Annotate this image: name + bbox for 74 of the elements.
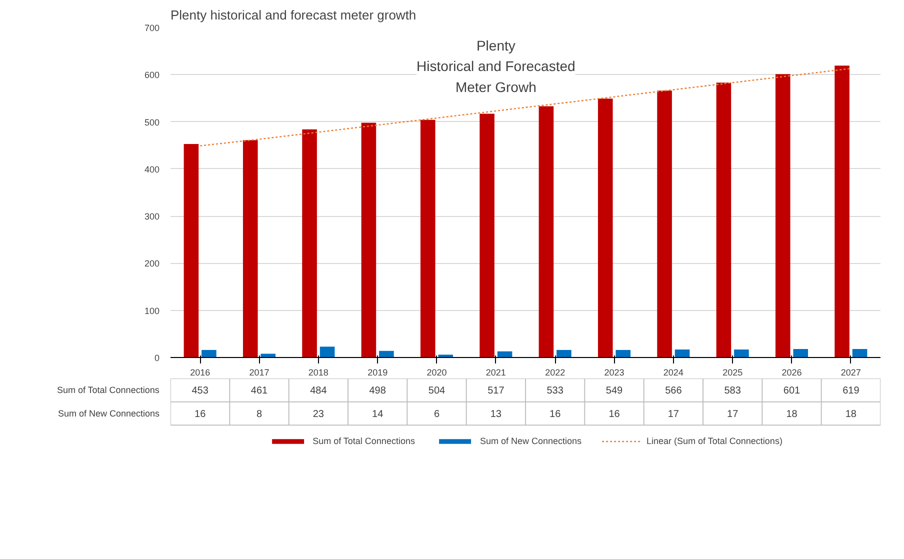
data-label: 16 (608, 409, 620, 420)
x-tick-label: 2021 (486, 368, 506, 378)
text: Plenty Historical and Forecasted Meter Growh (416, 37, 576, 95)
data-label: 619 (842, 386, 860, 397)
x-tick-label: 2024 (663, 368, 684, 378)
y-tick-label: 100 (144, 306, 160, 316)
y-tick-label: 200 (144, 258, 160, 269)
data-label: 461 (250, 386, 268, 397)
x-tick-label: 2023 (604, 368, 624, 378)
data-label: 14 (372, 409, 384, 420)
y-tick-label: 400 (144, 164, 160, 174)
y-tick-label: 300 (144, 212, 160, 222)
bar (538, 106, 554, 358)
data-label: 504 (428, 386, 446, 397)
data-label: 533 (546, 386, 564, 397)
bar (657, 90, 672, 358)
bar (361, 122, 376, 358)
data-label: 601 (783, 386, 801, 397)
bar (438, 354, 454, 358)
x-tick-label: 2025 (722, 368, 743, 378)
data-label: 17 (727, 409, 739, 420)
data-label: 23 (312, 409, 324, 420)
legend-label: Sum of New Connections (480, 436, 582, 446)
text: Sum of New Connections (58, 408, 160, 418)
data-label: 13 (490, 409, 502, 420)
y-tick-label: 0 (154, 353, 160, 363)
bar (852, 349, 868, 358)
bar (320, 346, 335, 358)
data-label: 6 (434, 409, 440, 420)
data-label: 566 (665, 386, 682, 397)
x-tick-label: 2016 (190, 368, 210, 378)
data-label: 453 (192, 386, 209, 397)
y-tick-label: 500 (144, 117, 160, 128)
x-tick-label: 2020 (426, 368, 447, 378)
data-label: 17 (668, 409, 680, 420)
bar (202, 350, 216, 358)
y-tick-label: 700 (144, 23, 160, 33)
x-tick-label: 2022 (545, 368, 566, 378)
bar (793, 349, 808, 358)
data-label: 517 (488, 386, 505, 397)
bar (302, 129, 317, 358)
data-label: 498 (369, 386, 386, 397)
data-label: 549 (606, 386, 624, 397)
bar (184, 144, 199, 358)
bar (260, 354, 276, 358)
data-label: 484 (310, 386, 328, 397)
data-label: 16 (550, 409, 562, 420)
bar (716, 82, 732, 358)
bar (420, 120, 436, 358)
bar (556, 350, 572, 358)
bar (775, 74, 790, 358)
bar (674, 349, 690, 358)
bar (379, 350, 394, 358)
data-label: 16 (194, 409, 206, 420)
bar (734, 349, 749, 358)
bar (242, 140, 258, 358)
bar (616, 350, 631, 358)
bar (834, 66, 850, 358)
y-tick-label: 600 (144, 70, 160, 80)
legend-label: Linear (Sum of Total Connections) (646, 436, 782, 446)
chart-title: Plenty historical and forecast meter growth (170, 8, 416, 22)
data-label: 18 (845, 409, 857, 420)
data-label: 8 (256, 409, 262, 420)
data-label: 583 (724, 386, 742, 397)
data-label: 18 (786, 409, 798, 420)
x-tick-label: 2018 (308, 368, 328, 378)
bar (598, 98, 613, 358)
x-tick-label: 2027 (840, 368, 861, 378)
bar (480, 114, 494, 358)
text: Sum of Total Connections (56, 385, 160, 396)
x-tick-label: 2017 (249, 368, 270, 378)
x-tick-label: 2019 (368, 368, 388, 378)
legend-label: Sum of Total Connections (312, 436, 415, 446)
x-tick-label: 2026 (782, 368, 802, 378)
